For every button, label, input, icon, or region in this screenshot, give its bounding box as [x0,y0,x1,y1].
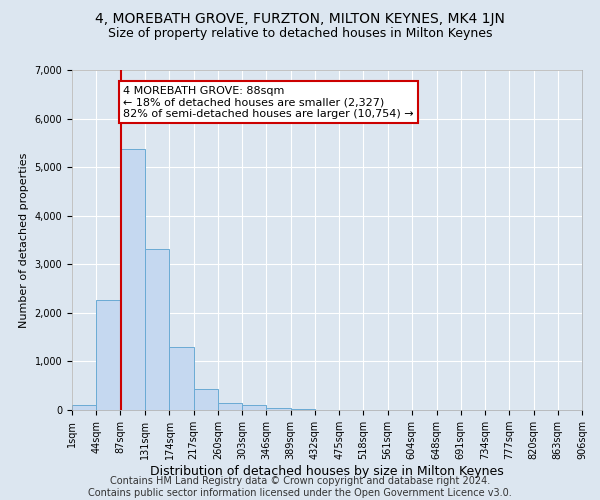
Bar [218,403,242,410]
Y-axis label: Number of detached properties: Number of detached properties [19,152,29,328]
Bar [96,300,121,410]
Bar [290,409,315,410]
X-axis label: Distribution of detached houses by size in Milton Keynes: Distribution of detached houses by size … [150,465,504,478]
Bar [194,389,218,410]
Bar [72,405,96,410]
Text: 4 MOREBATH GROVE: 88sqm
← 18% of detached houses are smaller (2,327)
82% of semi: 4 MOREBATH GROVE: 88sqm ← 18% of detache… [123,86,414,118]
Bar [145,248,169,410]
Text: Contains HM Land Registry data © Crown copyright and database right 2024.
Contai: Contains HM Land Registry data © Crown c… [88,476,512,498]
Bar [169,347,194,410]
Text: 4, MOREBATH GROVE, FURZTON, MILTON KEYNES, MK4 1JN: 4, MOREBATH GROVE, FURZTON, MILTON KEYNE… [95,12,505,26]
Text: Size of property relative to detached houses in Milton Keynes: Size of property relative to detached ho… [108,28,492,40]
Bar [242,405,266,410]
Bar [266,408,290,410]
Bar [121,148,145,410]
